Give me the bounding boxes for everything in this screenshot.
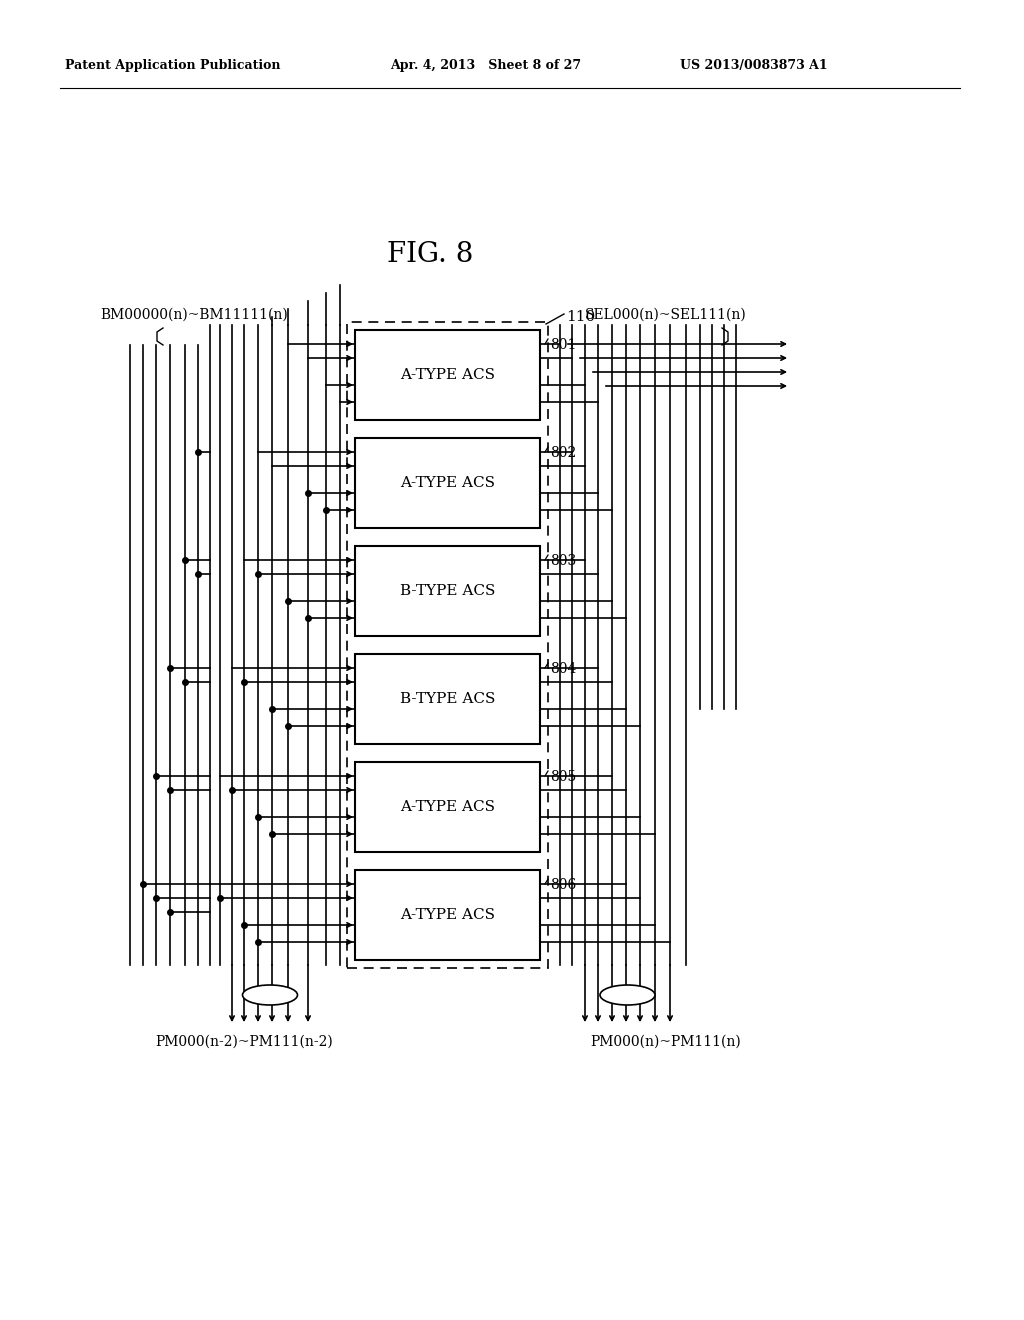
Text: SEL000(n)~SEL111(n): SEL000(n)~SEL111(n) bbox=[585, 308, 746, 322]
Text: A-TYPE ACS: A-TYPE ACS bbox=[400, 477, 495, 490]
Text: A-TYPE ACS: A-TYPE ACS bbox=[400, 908, 495, 921]
Bar bbox=[355, 762, 540, 851]
Text: US 2013/0083873 A1: US 2013/0083873 A1 bbox=[680, 58, 827, 71]
Text: FIG. 8: FIG. 8 bbox=[387, 242, 473, 268]
Text: 804: 804 bbox=[550, 663, 577, 676]
Text: PM000(n)~PM111(n): PM000(n)~PM111(n) bbox=[590, 1035, 740, 1049]
Text: A-TYPE ACS: A-TYPE ACS bbox=[400, 800, 495, 814]
Text: 801: 801 bbox=[550, 338, 577, 352]
Text: 805: 805 bbox=[550, 770, 577, 784]
Text: Apr. 4, 2013   Sheet 8 of 27: Apr. 4, 2013 Sheet 8 of 27 bbox=[390, 58, 582, 71]
Bar bbox=[355, 330, 540, 420]
Text: 806: 806 bbox=[550, 878, 577, 892]
Ellipse shape bbox=[243, 985, 298, 1005]
Text: PM000(n-2)~PM111(n-2): PM000(n-2)~PM111(n-2) bbox=[155, 1035, 333, 1049]
Text: A-TYPE ACS: A-TYPE ACS bbox=[400, 368, 495, 381]
Text: 802: 802 bbox=[550, 446, 577, 459]
Bar bbox=[355, 438, 540, 528]
Text: BM00000(n)~BM11111(n): BM00000(n)~BM11111(n) bbox=[100, 308, 288, 322]
Text: 110: 110 bbox=[566, 310, 595, 323]
Bar bbox=[355, 870, 540, 960]
Bar bbox=[347, 322, 548, 968]
Text: 803: 803 bbox=[550, 554, 577, 568]
Text: B-TYPE ACS: B-TYPE ACS bbox=[399, 692, 496, 706]
Ellipse shape bbox=[600, 985, 655, 1005]
Bar bbox=[355, 653, 540, 744]
Text: B-TYPE ACS: B-TYPE ACS bbox=[399, 583, 496, 598]
Text: Patent Application Publication: Patent Application Publication bbox=[65, 58, 281, 71]
Bar bbox=[355, 546, 540, 636]
